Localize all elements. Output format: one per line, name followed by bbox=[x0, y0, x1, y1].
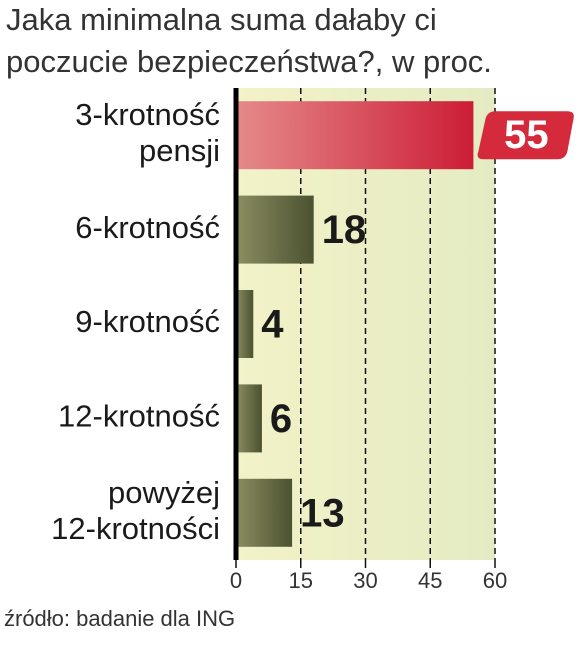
bar bbox=[236, 101, 474, 170]
source: źródło: badanie dla ING bbox=[4, 606, 235, 631]
chart-title: poczucie bezpieczeństwa?, w proc. bbox=[6, 44, 492, 79]
x-tick-label: 0 bbox=[230, 568, 242, 593]
bar bbox=[236, 290, 254, 358]
value-label: 55 bbox=[504, 113, 549, 157]
y-tick-label: 6-krotność bbox=[75, 210, 220, 245]
value-label: 13 bbox=[300, 491, 345, 535]
x-tick-label: 15 bbox=[289, 568, 313, 593]
bar bbox=[236, 384, 262, 453]
chart-title: Jaka minimalna suma dałaby ci bbox=[6, 2, 437, 37]
bar bbox=[236, 478, 293, 547]
value-label: 6 bbox=[270, 397, 292, 441]
x-tick-label: 45 bbox=[418, 568, 442, 593]
y-tick-label: 3-krotność pensji bbox=[75, 97, 220, 168]
bar bbox=[236, 195, 314, 264]
x-tick-label: 30 bbox=[353, 568, 377, 593]
y-tick-label: 9-krotność bbox=[75, 304, 220, 339]
value-label: 4 bbox=[261, 303, 284, 347]
value-badge bbox=[477, 111, 574, 160]
y-tick-label: 12-krotność bbox=[58, 399, 220, 434]
y-tick-label: powyżej 12-krotności bbox=[51, 475, 220, 546]
x-tick-label: 60 bbox=[483, 568, 507, 593]
value-label: 18 bbox=[322, 208, 367, 252]
